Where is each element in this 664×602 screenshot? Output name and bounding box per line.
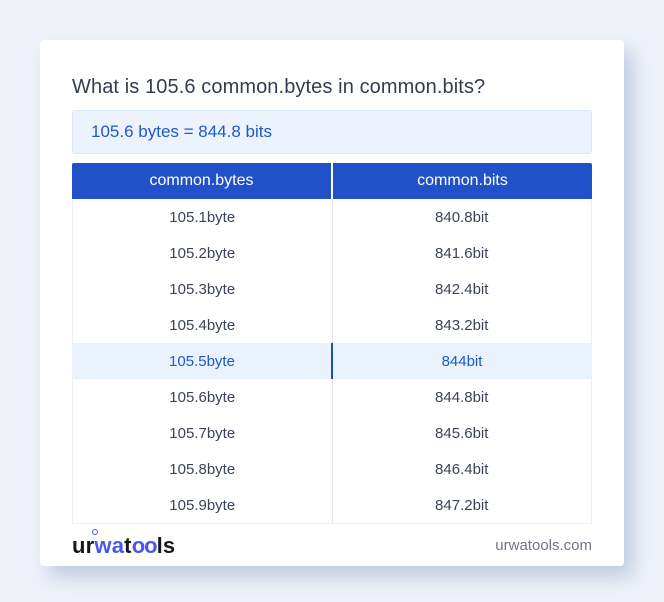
logo-segment: ur — [72, 532, 95, 558]
cell-bytes: 105.7byte — [169, 424, 236, 442]
cell-bits: 841.6bit — [331, 235, 592, 271]
cell-bits: 845.6bit — [331, 415, 592, 451]
logo-segment: wa — [92, 528, 124, 558]
footer: urwa tools urwatools.com — [72, 524, 592, 567]
table-row[interactable]: 105.6byte 844.8bit — [73, 379, 591, 415]
conversion-result-box: 105.6 bytes = 844.8 bits — [72, 110, 592, 154]
cell-bits: 844bit — [331, 343, 591, 379]
cell-bytes: 105.1byte — [169, 208, 236, 226]
table-row[interactable]: 105.9byte 847.2bit — [73, 487, 591, 523]
column-header-bits: common.bits — [331, 163, 592, 199]
ring-icon — [92, 528, 99, 535]
cell-bits: 844.8bit — [331, 379, 592, 415]
cell-bytes: 105.3byte — [169, 280, 236, 298]
conversion-table: common.bytes common.bits 105.1byte 840.8b… — [72, 163, 592, 524]
conversion-table-body: 105.1byte 840.8bit 105.2byte 841.6bit 105.3b… — [72, 199, 592, 524]
cell-bits: 846.4bit — [331, 451, 592, 487]
table-row[interactable]: 105.1byte 840.8bit — [73, 199, 591, 235]
cell-bytes: 105.9byte — [169, 496, 236, 514]
cell-bits: 847.2bit — [331, 487, 592, 523]
column-header-bytes: common.bytes — [149, 172, 254, 189]
logo-segment: ls — [156, 532, 176, 558]
cell-bytes: 105.2byte — [169, 244, 236, 262]
table-row[interactable]: 105.3byte 842.4bit — [73, 271, 591, 307]
table-row[interactable]: 105.2byte 841.6bit — [73, 235, 591, 271]
logo-segment: oo — [131, 532, 158, 558]
converter-card: What is 105.6 common.bytes in common.bit… — [40, 40, 624, 566]
table-row[interactable]: 105.5byte 844bit — [73, 343, 591, 379]
cell-bytes: 105.8byte — [169, 460, 236, 478]
logo-segment: t — [124, 532, 132, 558]
table-row[interactable]: 105.8byte 846.4bit — [73, 451, 591, 487]
cell-bytes: 105.6byte — [169, 388, 236, 406]
footer-site-url: urwatools.com — [495, 537, 592, 554]
cell-bits: 843.2bit — [331, 307, 592, 343]
brand-logo[interactable]: urwa tools — [72, 528, 176, 558]
cell-bits: 842.4bit — [331, 271, 592, 307]
page-title: What is 105.6 common.bytes in common.bit… — [72, 76, 486, 98]
table-header-row: common.bytes common.bits — [72, 163, 592, 199]
table-row[interactable]: 105.4byte 843.2bit — [73, 307, 591, 343]
table-row[interactable]: 105.7byte 845.6bit — [73, 415, 591, 451]
cell-bits: 840.8bit — [331, 199, 592, 235]
cell-bytes: 105.5byte — [169, 352, 235, 370]
cell-bytes: 105.4byte — [169, 316, 236, 334]
conversion-result-text: 105.6 bytes = 844.8 bits — [91, 122, 272, 141]
